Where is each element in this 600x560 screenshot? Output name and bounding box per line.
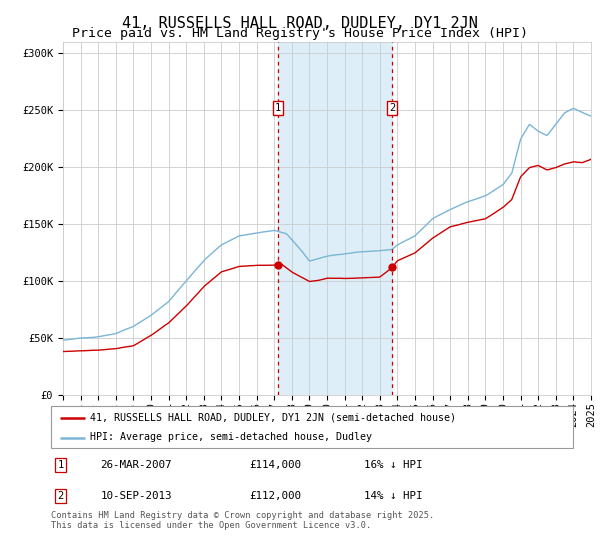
Text: 41, RUSSELLS HALL ROAD, DUDLEY, DY1 2JN: 41, RUSSELLS HALL ROAD, DUDLEY, DY1 2JN: [122, 16, 478, 31]
Text: £112,000: £112,000: [250, 491, 301, 501]
Text: HPI: Average price, semi-detached house, Dudley: HPI: Average price, semi-detached house,…: [90, 432, 372, 442]
Text: 16% ↓ HPI: 16% ↓ HPI: [364, 460, 422, 470]
Text: Price paid vs. HM Land Registry's House Price Index (HPI): Price paid vs. HM Land Registry's House …: [72, 27, 528, 40]
Text: 2: 2: [389, 103, 395, 113]
Text: 1: 1: [57, 460, 64, 470]
Text: £114,000: £114,000: [250, 460, 301, 470]
Text: Contains HM Land Registry data © Crown copyright and database right 2025.
This d: Contains HM Land Registry data © Crown c…: [51, 511, 434, 530]
FancyBboxPatch shape: [51, 406, 573, 448]
Text: 26-MAR-2007: 26-MAR-2007: [101, 460, 172, 470]
Text: 41, RUSSELLS HALL ROAD, DUDLEY, DY1 2JN (semi-detached house): 41, RUSSELLS HALL ROAD, DUDLEY, DY1 2JN …: [90, 413, 456, 423]
Text: 1: 1: [275, 103, 281, 113]
Bar: [278, 42, 392, 395]
Text: 10-SEP-2013: 10-SEP-2013: [101, 491, 172, 501]
Text: 2: 2: [57, 491, 64, 501]
Text: 14% ↓ HPI: 14% ↓ HPI: [364, 491, 422, 501]
